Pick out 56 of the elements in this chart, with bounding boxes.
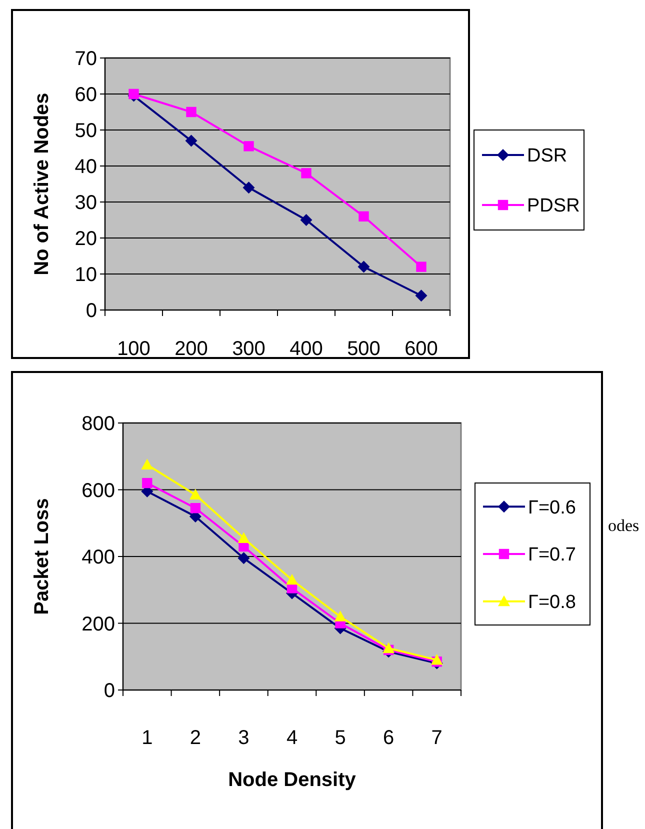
point	[300, 214, 312, 226]
point	[185, 134, 198, 147]
x-tick-label: 3	[238, 727, 250, 749]
y-axis-title: Packet Loss	[31, 498, 53, 615]
x-tick-label: 400	[290, 338, 323, 360]
y-tick-label: 0	[86, 300, 97, 322]
point	[142, 478, 152, 488]
y-tick-label: 600	[82, 480, 115, 502]
y-tick-label: 70	[74, 48, 97, 70]
point	[430, 654, 443, 665]
x-tick-label: 100	[117, 338, 150, 360]
y-tick-label: 40	[74, 156, 97, 178]
legend-label: PDSR	[527, 196, 580, 217]
x-tick-label: 6	[383, 727, 394, 749]
y-tick-label: 400	[82, 546, 115, 568]
x-tick-label: 4	[286, 727, 298, 749]
legend-label: Γ=0.8	[528, 592, 576, 613]
point	[238, 552, 250, 564]
point	[238, 532, 250, 543]
y-tick-label: 60	[74, 84, 97, 106]
point	[358, 260, 370, 273]
point	[189, 488, 202, 500]
legend-label: Γ=0.7	[528, 544, 576, 566]
point	[186, 106, 196, 118]
y-tick-label: 0	[104, 680, 115, 702]
x-tick-label: 500	[347, 338, 380, 360]
x-tick-label: 1	[142, 727, 153, 749]
point	[190, 503, 201, 514]
y-tick-label: 800	[82, 413, 115, 435]
x-tick-label: 200	[174, 338, 208, 360]
x-tick-label: 600	[404, 338, 438, 360]
y-tick-label: 200	[82, 613, 115, 636]
legend-label: Γ=0.6	[528, 497, 576, 518]
y-tick-label: 10	[74, 264, 97, 286]
text: odes	[608, 516, 640, 535]
point	[286, 574, 298, 585]
x-tick-label: 300	[232, 338, 266, 360]
point	[382, 642, 395, 654]
x-tick-label: 5	[334, 727, 346, 749]
y-tick-label: 30	[74, 192, 97, 214]
point	[334, 610, 346, 622]
y-tick-label: 50	[74, 120, 97, 142]
point	[415, 290, 428, 302]
y-tick-label: 20	[74, 228, 97, 250]
legend-label: DSR	[527, 146, 568, 167]
point	[242, 182, 255, 194]
y-axis-title: No of Active Nodes	[31, 92, 53, 276]
point	[244, 141, 254, 152]
x-tick-label: 7	[431, 727, 442, 749]
x-axis-title: Node Density	[228, 769, 357, 791]
point	[141, 458, 154, 470]
point	[358, 211, 369, 222]
point	[128, 88, 139, 100]
x-tick-label: 2	[190, 727, 201, 749]
point	[301, 168, 312, 178]
point	[416, 262, 426, 272]
